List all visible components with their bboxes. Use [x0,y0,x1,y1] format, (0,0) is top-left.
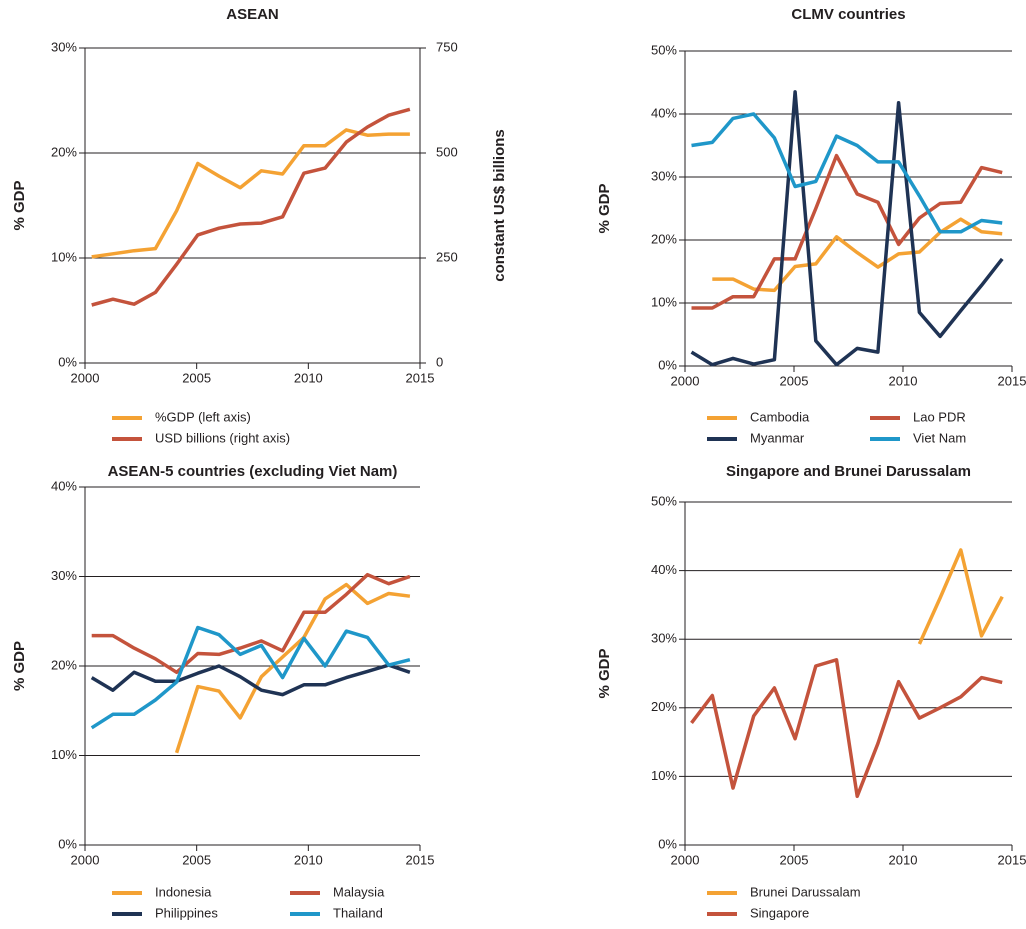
x-tick-label: 2010 [889,373,918,388]
x-tick-label: 2005 [780,373,809,388]
series-line [691,153,1003,310]
series-line [690,658,1003,799]
chart-title: CLMV countries [791,6,905,23]
x-tick-label: 2010 [889,852,918,867]
y-tick-label: 10% [651,768,677,783]
y-tick-label: 40% [651,562,677,577]
series-line [712,217,1003,293]
x-tick-label: 2015 [406,852,435,867]
chart-title: ASEAN [226,6,279,23]
y2-axis-label: constant US$ billions [491,129,508,282]
x-tick-label: 2000 [71,370,100,385]
y-tick-label: 10% [651,294,677,309]
y-tick-label: 30% [651,168,677,183]
series-line [91,572,411,675]
legend-label: Cambodia [750,409,810,424]
y-tick-label: 40% [51,478,77,493]
legend-label: Myanmar [750,430,805,445]
series-line [90,625,411,730]
y-tick-label: 20% [51,144,77,159]
y-tick-label: 30% [651,631,677,646]
x-tick-label: 2010 [294,852,323,867]
y-tick-label: 10% [51,249,77,264]
y2-tick-label: 250 [436,249,458,264]
legend-label: Brunei Darussalam [750,884,861,899]
series-line [90,663,411,697]
y-tick-label: 20% [51,657,77,672]
chart-title: ASEAN-5 countries (excluding Viet Nam) [108,463,398,480]
legend-label: Indonesia [155,884,212,899]
y-tick-label: 30% [51,568,77,583]
legend-label: Singapore [750,905,809,920]
y-tick-label: 50% [651,42,677,57]
series-line [691,112,1003,234]
y-tick-label: 0% [58,836,77,851]
y-axis-label: % GDP [596,183,613,233]
y-tick-label: 0% [658,836,677,851]
y-axis-label: % GDP [596,648,613,698]
chart-title: Singapore and Brunei Darussalam [726,463,971,480]
series-line [917,548,1004,645]
y-axis-label: % GDP [11,180,28,230]
y2-tick-label: 0 [436,354,443,369]
x-tick-label: 2015 [406,370,435,385]
series-line [174,582,411,754]
legend-label: Thailand [333,905,383,920]
y-tick-label: 40% [651,105,677,120]
y-tick-label: 30% [51,39,77,54]
legend-label: Viet Nam [913,430,966,445]
series-line [690,90,1004,367]
legend-label: %GDP (left axis) [155,409,251,424]
x-tick-label: 2010 [294,370,323,385]
legend-label: USD billions (right axis) [155,430,290,445]
legend-label: Lao PDR [913,409,966,424]
legend-label: Malaysia [333,884,385,899]
y-tick-label: 10% [51,747,77,762]
series-line [91,107,411,307]
x-tick-label: 2015 [998,373,1026,388]
y-axis-label: % GDP [11,641,28,691]
legend-label: Philippines [155,905,218,920]
y-tick-label: 0% [58,354,77,369]
y2-tick-label: 750 [436,39,458,54]
y2-tick-label: 500 [436,144,458,159]
y-tick-label: 20% [651,699,677,714]
y-tick-label: 50% [651,493,677,508]
x-tick-label: 2005 [182,852,211,867]
x-tick-label: 2000 [671,373,700,388]
series-line [91,128,410,259]
y-tick-label: 20% [651,231,677,246]
x-tick-label: 2005 [780,852,809,867]
x-tick-label: 2015 [998,852,1026,867]
y-tick-label: 0% [658,357,677,372]
x-tick-label: 2005 [182,370,211,385]
x-tick-label: 2000 [71,852,100,867]
x-tick-label: 2000 [671,852,700,867]
